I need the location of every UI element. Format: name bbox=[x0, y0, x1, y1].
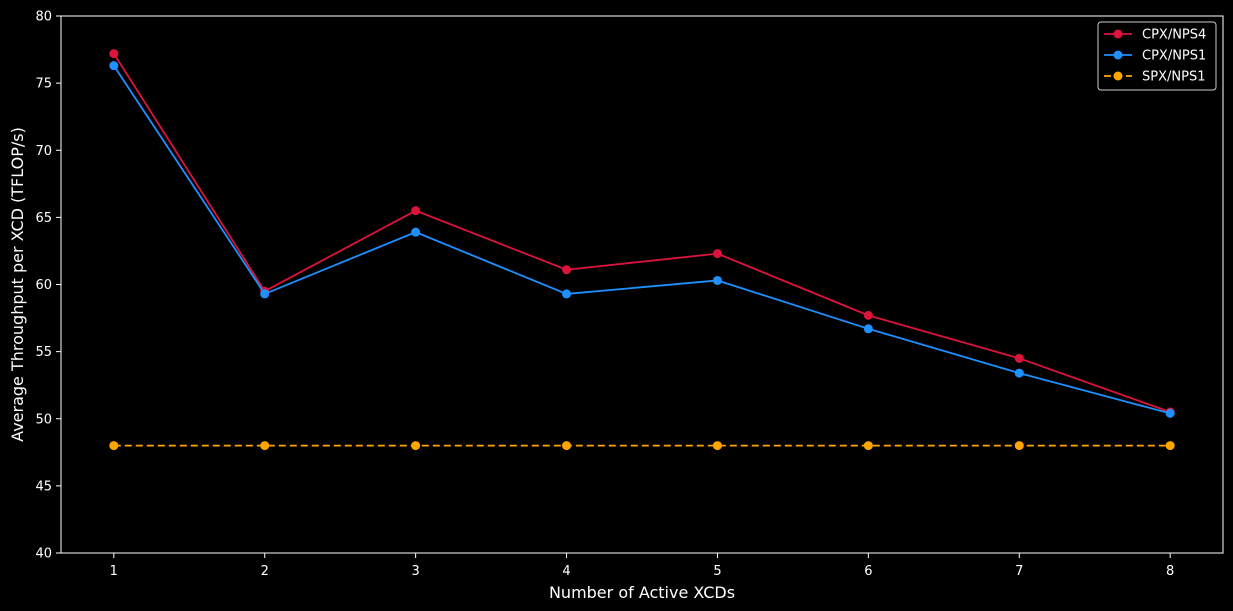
data-point bbox=[411, 206, 421, 216]
plot-frame bbox=[60, 15, 1224, 554]
data-point bbox=[712, 441, 722, 451]
data-point bbox=[562, 289, 572, 299]
data-point bbox=[411, 441, 421, 451]
y-tick-label: 70 bbox=[35, 144, 52, 159]
legend-label: CPX/NPS4 bbox=[1142, 28, 1206, 43]
data-point bbox=[1014, 368, 1024, 378]
legend: CPX/NPS4 CPX/NPS1 SPX/NPS1 bbox=[1097, 21, 1217, 91]
data-point bbox=[109, 49, 119, 59]
data-point bbox=[1165, 441, 1175, 451]
data-point bbox=[863, 441, 873, 451]
y-tick-label: 40 bbox=[35, 547, 52, 562]
x-axis-label: Number of Active XCDs bbox=[549, 583, 735, 602]
x-tick-label: 1 bbox=[110, 564, 118, 579]
data-point bbox=[411, 227, 421, 237]
x-tick-label: 7 bbox=[1015, 564, 1023, 579]
y-tick-label: 75 bbox=[35, 77, 52, 92]
series-layer bbox=[109, 49, 1175, 451]
series-line bbox=[113, 65, 1171, 415]
legend-marker bbox=[1113, 50, 1123, 60]
data-point bbox=[863, 310, 873, 320]
series-cpx-nps1 bbox=[109, 61, 1175, 418]
data-point bbox=[562, 441, 572, 451]
x-tick-label: 6 bbox=[864, 564, 872, 579]
legend-item: CPX/NPS1 bbox=[1104, 49, 1206, 64]
y-tick-label: 60 bbox=[35, 278, 52, 293]
series-line bbox=[113, 53, 1171, 413]
y-axis-label: Average Throughput per XCD (TFLOP/s) bbox=[8, 127, 27, 442]
y-tick-label: 50 bbox=[35, 412, 52, 427]
data-point bbox=[1014, 441, 1024, 451]
x-tick-label: 5 bbox=[713, 564, 721, 579]
series-spx-nps1 bbox=[109, 441, 1175, 451]
y-tick-label: 45 bbox=[35, 479, 52, 494]
y-tick-label: 55 bbox=[35, 345, 52, 360]
x-tick-label: 3 bbox=[411, 564, 419, 579]
legend-marker bbox=[1113, 29, 1123, 39]
data-point bbox=[712, 249, 722, 259]
data-point bbox=[1014, 353, 1024, 363]
data-point bbox=[562, 265, 572, 275]
y-tick-label: 65 bbox=[35, 211, 52, 226]
legend-item: CPX/NPS4 bbox=[1104, 28, 1206, 43]
data-point bbox=[109, 61, 119, 71]
data-point bbox=[1165, 408, 1175, 418]
x-tick-label: 8 bbox=[1166, 564, 1174, 579]
legend-item: SPX/NPS1 bbox=[1104, 70, 1205, 85]
data-point bbox=[863, 324, 873, 334]
legend-label: CPX/NPS1 bbox=[1142, 49, 1206, 64]
legend-marker bbox=[1113, 71, 1123, 81]
x-tick-label: 4 bbox=[562, 564, 570, 579]
x-tick-label: 2 bbox=[261, 564, 269, 579]
data-point bbox=[109, 441, 119, 451]
legend-label: SPX/NPS1 bbox=[1142, 70, 1205, 85]
data-point bbox=[712, 275, 722, 285]
y-tick-label: 80 bbox=[35, 10, 52, 25]
data-point bbox=[260, 289, 270, 299]
legend-box bbox=[1097, 21, 1217, 91]
data-point bbox=[260, 441, 270, 451]
